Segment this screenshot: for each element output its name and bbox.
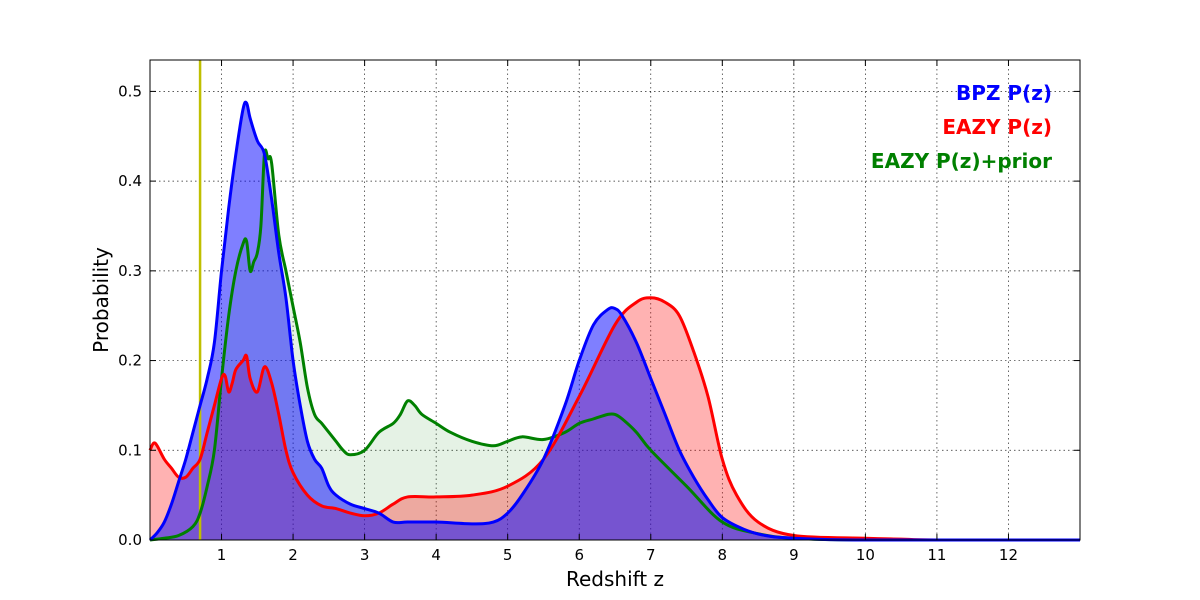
x-tick-label: 4 [431, 546, 441, 564]
x-tick-label: 7 [646, 546, 656, 564]
y-tick-label: 0.1 [118, 441, 142, 459]
y-tick-label: 0.2 [118, 352, 142, 370]
series-line-0 [148, 100, 1080, 542]
y-tick-label: 0.0 [118, 531, 142, 549]
legend-entry: BPZ P(z) [956, 81, 1052, 105]
x-tick-label: 3 [360, 546, 370, 564]
y-tick-label: 0.4 [118, 172, 142, 190]
y-axis-label: Probability [89, 247, 113, 353]
legend-entry: EAZY P(z) [942, 115, 1052, 139]
x-tick-label: 6 [574, 546, 584, 564]
legend: BPZ P(z) EAZY P(z) EAZY P(z)+prior [871, 81, 1052, 173]
x-tick-label: 8 [718, 546, 728, 564]
series-line-1 [148, 296, 1080, 542]
y-tick-label: 0.5 [118, 82, 142, 100]
series-fill-0 [150, 102, 1080, 540]
x-tick-label: 10 [856, 546, 875, 564]
x-tick-label: 2 [288, 546, 298, 564]
x-tick-label: 5 [503, 546, 513, 564]
x-tick-label: 9 [789, 546, 799, 564]
x-tick-label: 11 [927, 546, 946, 564]
x-axis-label: Redshift z [566, 567, 664, 591]
x-tick-label: 12 [999, 546, 1018, 564]
y-tick-label: 0.3 [118, 262, 142, 280]
series-fills [150, 102, 1080, 540]
series-lines [148, 100, 1080, 542]
axis-ticks: 1 2 3 4 5 6 7 8 9 10 11 120.00.10.20.30.40.5 [118, 60, 1080, 564]
series-line-2 [149, 148, 1080, 542]
x-tick-label: 1 [217, 546, 227, 564]
plot-frame [149, 59, 1081, 541]
legend-entry: EAZY P(z)+prior [871, 149, 1052, 173]
series-fill-2 [150, 149, 1080, 540]
